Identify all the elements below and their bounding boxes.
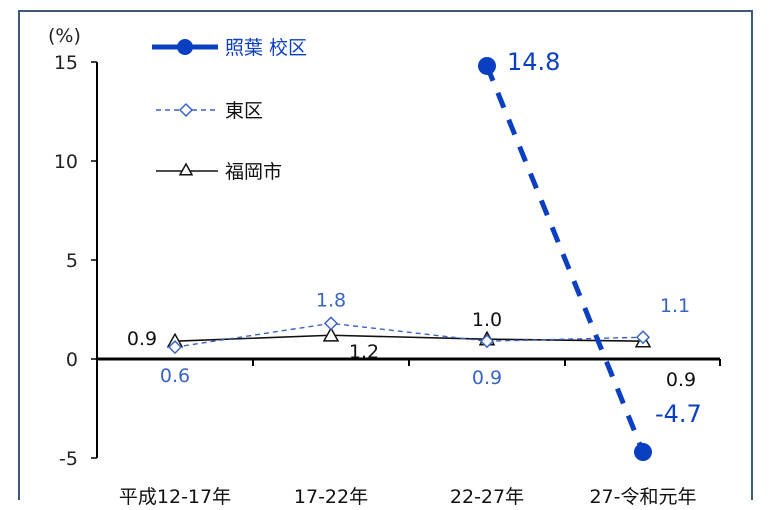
x-category-label: 平成12-17年 <box>119 486 231 508</box>
legend-label: 東区 <box>225 100 263 122</box>
x-category-label: 27-令和元年 <box>589 486 696 508</box>
diamond-marker <box>635 330 651 345</box>
circle-marker <box>478 56 496 75</box>
series-line <box>174 334 644 342</box>
data-label: 1.0 <box>472 309 502 331</box>
axes <box>91 61 721 459</box>
legend-swatch-marker <box>177 39 193 55</box>
series-layer: 14.8 -4.7 0.6 1.8 0.9 1.1 0.9 1.2 1.0 0.9 <box>127 48 702 462</box>
series-line <box>484 65 646 453</box>
diamond-marker <box>167 340 183 355</box>
y-tick-label: 5 <box>66 250 78 272</box>
y-tick-label: 15 <box>54 52 78 74</box>
triangle-marker <box>322 326 340 342</box>
y-tick-labels: 15 10 5 0 -5 <box>54 52 78 470</box>
data-label: 0.9 <box>127 328 157 350</box>
legend-label: 照葉 校区 <box>225 37 307 59</box>
x-category-label: 17-22年 <box>294 486 368 508</box>
series-higashi-ward <box>167 316 651 355</box>
data-label: -4.7 <box>655 400 702 428</box>
series-line <box>174 322 644 348</box>
circle-marker <box>634 443 652 462</box>
data-label: 14.8 <box>507 48 560 76</box>
chart-frame <box>18 10 753 500</box>
diamond-marker <box>479 334 495 349</box>
diamond-marker <box>323 316 339 331</box>
data-label: 1.1 <box>660 295 690 317</box>
y-tick-label: 0 <box>66 349 78 371</box>
x-category-labels: 平成12-17年 17-22年 22-27年 27-令和元年 <box>119 486 697 508</box>
legend-label: 福岡市 <box>225 161 282 183</box>
data-label: 0.9 <box>472 367 502 389</box>
triangle-marker <box>178 162 194 176</box>
data-label: 1.8 <box>316 289 346 311</box>
y-tick-label: 10 <box>54 151 78 173</box>
series-teriha-district <box>478 56 652 462</box>
diamond-marker <box>178 102 194 118</box>
data-label: 0.6 <box>160 365 190 387</box>
y-axis-unit-label: (%) <box>48 25 81 47</box>
y-tick-label: -5 <box>59 448 78 470</box>
data-label: 1.2 <box>349 341 379 363</box>
data-label: 0.9 <box>666 369 696 391</box>
x-category-label: 22-27年 <box>450 486 524 508</box>
